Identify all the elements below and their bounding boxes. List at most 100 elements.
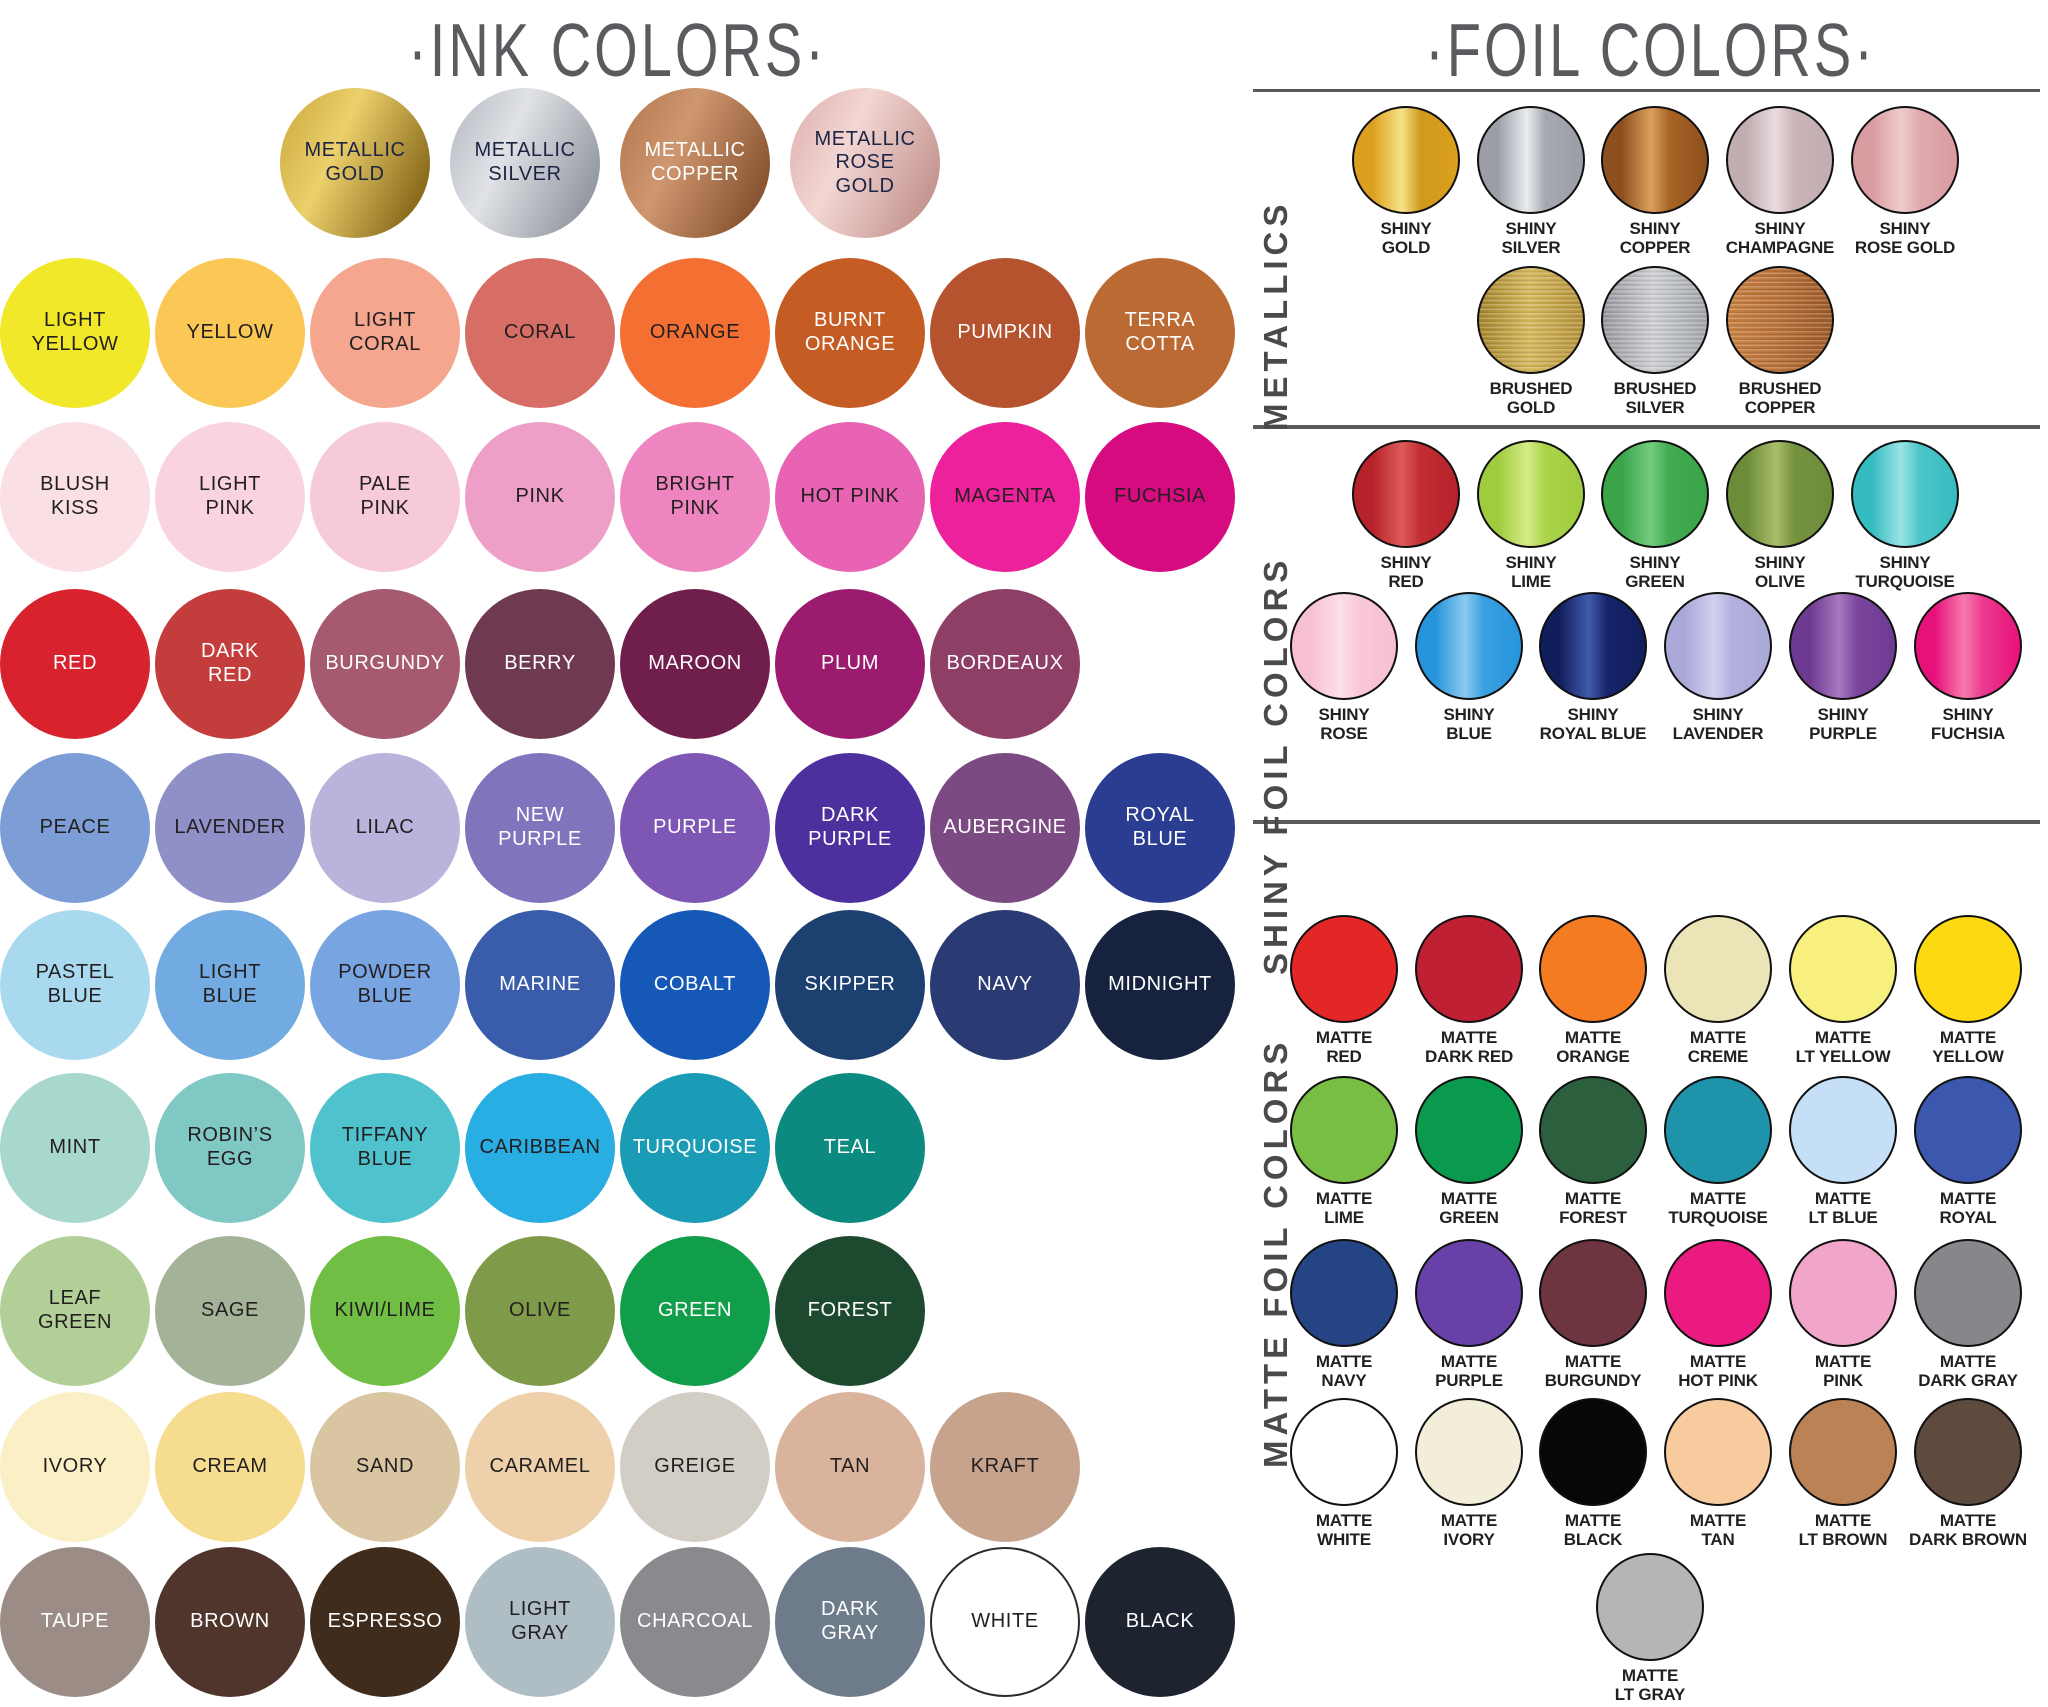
foil-swatch-label-matte-forest: MATTE FOREST (1559, 1189, 1627, 1228)
ink-swatch-label: YELLOW (186, 321, 274, 344)
ink-swatch-label: PALE PINK (358, 473, 412, 519)
foil-swatch-label-matte-creme: MATTE CREME (1687, 1028, 1749, 1067)
foil-swatch-brushed-copper (1726, 266, 1834, 374)
ink-swatch-label: PUMPKIN (957, 321, 1053, 344)
foil-swatch-label-matte-ivory: MATTE IVORY (1440, 1511, 1498, 1550)
ink-swatch-label: BRIGHT PINK (655, 473, 735, 519)
foil-swatch-matte-red (1290, 915, 1398, 1023)
foil-swatch-label-matte-green: MATTE GREEN (1439, 1189, 1499, 1228)
ink-swatch-label: GREIGE (654, 1455, 736, 1478)
ink-swatch-espresso: ESPRESSO (310, 1547, 460, 1697)
ink-swatch-label: PINK (515, 485, 565, 508)
foil-swatch-label-matte-lt-gray: MATTE LT GRAY (1614, 1666, 1686, 1705)
foil-swatch-label-shiny-royal-blue: SHINY ROYAL BLUE (1539, 705, 1647, 744)
divider-line-middle (1253, 425, 2040, 429)
foil-swatch-label-brushed-gold: BRUSHED GOLD (1489, 379, 1573, 418)
ink-swatch-label: CHARCOAL (637, 1610, 753, 1633)
foil-swatch-shiny-lavender (1664, 592, 1772, 700)
ink-swatch-yellow: YELLOW (155, 258, 305, 408)
ink-swatch-light-gray: LIGHT GRAY (465, 1547, 615, 1697)
ink-swatch-label: METALLIC COPPER (644, 139, 746, 185)
ink-swatch-turquoise: TURQUOISE (620, 1073, 770, 1223)
ink-swatch-olive: OLIVE (465, 1236, 615, 1386)
ink-swatch-burnt-orange: BURNT ORANGE (775, 258, 925, 408)
ink-swatch-label: RED (52, 652, 98, 675)
foil-swatch-matte-turquoise (1664, 1076, 1772, 1184)
foil-swatch-label-matte-turquoise: MATTE TURQUOISE (1668, 1189, 1768, 1228)
ink-swatch-label: CORAL (504, 321, 576, 344)
foil-swatch-brushed-silver (1601, 266, 1709, 374)
foil-swatch-matte-lime (1290, 1076, 1398, 1184)
ink-swatch-tiffany-blue: TIFFANY BLUE (310, 1073, 460, 1223)
ink-swatch-cream: CREAM (155, 1392, 305, 1542)
foil-swatch-label-matte-yellow: MATTE YELLOW (1932, 1028, 2004, 1067)
ink-swatch-label: LILAC (355, 816, 415, 839)
ink-swatch-label: LIGHT GRAY (509, 1598, 571, 1644)
foil-swatch-label-matte-dark-red: MATTE DARK RED (1424, 1028, 1514, 1067)
foil-swatch-label-shiny-rose-gold: SHINY ROSE GOLD (1854, 219, 1956, 258)
foil-swatch-shiny-purple (1789, 592, 1897, 700)
ink-swatch-blush-kiss: BLUSH KISS (0, 422, 150, 572)
ink-swatch-label: BLUSH KISS (40, 473, 110, 519)
foil-swatch-label-shiny-turquoise: SHINY TURQUOISE (1855, 553, 1955, 592)
ink-swatch-bordeaux: BORDEAUX (930, 589, 1080, 739)
ink-swatch-pale-pink: PALE PINK (310, 422, 460, 572)
ink-swatch-aubergine: AUBERGINE (930, 753, 1080, 903)
foil-swatch-label-matte-royal: MATTE ROYAL (1939, 1189, 1997, 1228)
ink-swatch-plum: PLUM (775, 589, 925, 739)
foil-swatch-label-matte-navy: MATTE NAVY (1315, 1352, 1373, 1391)
ink-swatch-light-pink: LIGHT PINK (155, 422, 305, 572)
ink-swatch-label: NAVY (977, 973, 1033, 996)
foil-swatch-shiny-champagne (1726, 106, 1834, 214)
ink-swatch-magenta: MAGENTA (930, 422, 1080, 572)
foil-swatch-shiny-lime (1477, 440, 1585, 548)
foil-swatch-label-matte-burgundy: MATTE BURGUNDY (1544, 1352, 1642, 1391)
ink-swatch-label: DARK GRAY (821, 1598, 879, 1644)
ink-swatch-label: BORDEAUX (946, 652, 1064, 675)
foil-swatch-label-shiny-silver: SHINY SILVER (1501, 219, 1561, 258)
foil-swatch-shiny-fuchsia (1914, 592, 2022, 700)
foil-swatch-label-matte-lime: MATTE LIME (1315, 1189, 1373, 1228)
ink-swatch-label: METALLIC SILVER (474, 139, 576, 185)
divider-line-bottom (1253, 820, 2040, 824)
foil-swatch-label-matte-dark-brown: MATTE DARK BROWN (1909, 1511, 2027, 1550)
foil-swatch-matte-purple (1415, 1239, 1523, 1347)
ink-swatch-skipper: SKIPPER (775, 910, 925, 1060)
foil-swatch-label-matte-lt-brown: MATTE LT BROWN (1798, 1511, 1888, 1550)
ink-swatch-label: FUCHSIA (1114, 485, 1206, 508)
foil-swatch-label-matte-lt-blue: MATTE LT BLUE (1808, 1189, 1878, 1228)
ink-swatch-label: ROYAL BLUE (1125, 804, 1195, 850)
foil-swatch-matte-dark-brown (1914, 1398, 2022, 1506)
foil-swatch-matte-forest (1539, 1076, 1647, 1184)
foil-swatch-matte-green (1415, 1076, 1523, 1184)
ink-swatch-label: MARINE (499, 973, 581, 996)
ink-swatch-label: ROBIN’S EGG (187, 1124, 273, 1170)
foil-swatch-matte-royal (1914, 1076, 2022, 1184)
foil-swatch-label-shiny-champagne: SHINY CHAMPAGNE (1725, 219, 1835, 258)
foil-swatch-matte-black (1539, 1398, 1647, 1506)
ink-swatch-label: MINT (49, 1136, 101, 1159)
ink-swatch-leaf-green: LEAF GREEN (0, 1236, 150, 1386)
ink-swatch-label: SAGE (201, 1299, 259, 1322)
ink-swatch-pumpkin: PUMPKIN (930, 258, 1080, 408)
ink-swatch-label: CREAM (192, 1455, 268, 1478)
ink-swatch-label: PEACE (39, 816, 111, 839)
ink-swatch-charcoal: CHARCOAL (620, 1547, 770, 1697)
foil-swatch-label-matte-tan: MATTE TAN (1689, 1511, 1747, 1550)
ink-swatch-label: HOT PINK (800, 485, 900, 508)
foil-swatch-matte-dark-gray (1914, 1239, 2022, 1347)
foil-swatch-label-matte-pink: MATTE PINK (1814, 1352, 1872, 1391)
foil-swatch-shiny-olive (1726, 440, 1834, 548)
ink-swatch-burgundy: BURGUNDY (310, 589, 460, 739)
ink-swatch-light-coral: LIGHT CORAL (310, 258, 460, 408)
foil-swatch-label-brushed-copper: BRUSHED COPPER (1738, 379, 1822, 418)
foil-swatch-label-shiny-rose: SHINY ROSE (1318, 705, 1370, 744)
ink-swatch-label: KRAFT (970, 1455, 1040, 1478)
ink-swatch-label: DARK RED (201, 640, 259, 686)
ink-swatch-label: TIFFANY BLUE (341, 1124, 429, 1170)
ink-swatch-label: TERRA COTTA (1124, 309, 1196, 355)
ink-swatch-light-yellow: LIGHT YELLOW (0, 258, 150, 408)
ink-swatch-terra-cotta: TERRA COTTA (1085, 258, 1235, 408)
ink-swatch-kraft: KRAFT (930, 1392, 1080, 1542)
ink-swatch-label: MIDNIGHT (1108, 973, 1212, 996)
